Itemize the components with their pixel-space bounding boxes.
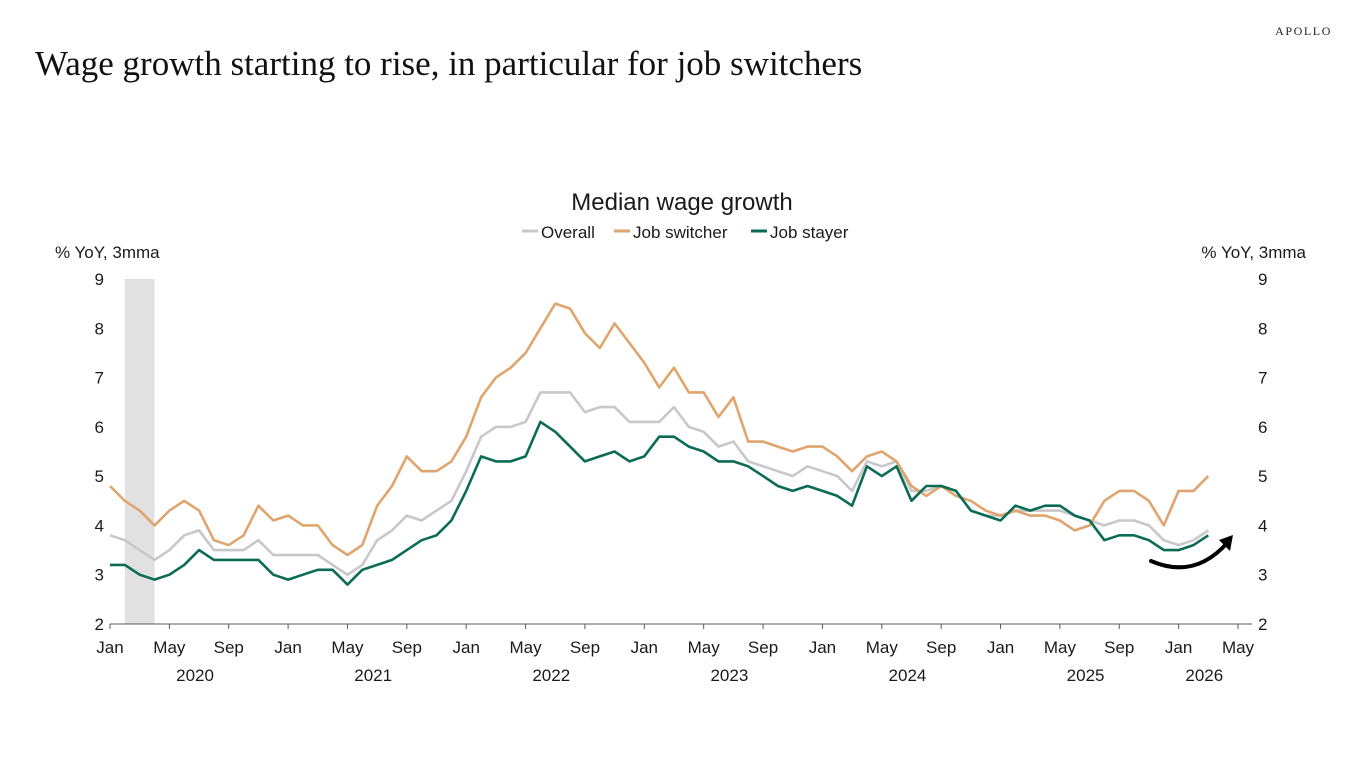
x-tick-label: Sep bbox=[748, 638, 778, 657]
x-tick-label: Jan bbox=[274, 638, 301, 657]
x-tick-label: Sep bbox=[926, 638, 956, 657]
page-title: Wage growth starting to rise, in particu… bbox=[35, 44, 863, 83]
x-tick-label: Sep bbox=[392, 638, 422, 657]
brand-logo: APOLLO bbox=[1275, 24, 1332, 38]
y-tick-label-left: 7 bbox=[95, 369, 104, 388]
x-tick-label: May bbox=[153, 638, 186, 657]
y-axis-label-left: % YoY, 3mma bbox=[55, 243, 160, 262]
x-tick-label: May bbox=[866, 638, 899, 657]
series-line-job-stayer bbox=[110, 420, 1210, 586]
x-tick-label: May bbox=[331, 638, 364, 657]
trend-arrowhead-icon bbox=[1219, 535, 1233, 551]
y-tick-label-left: 4 bbox=[95, 516, 104, 535]
x-tick-label: May bbox=[688, 638, 721, 657]
x-year-label: 2022 bbox=[532, 666, 570, 685]
x-tick-label: May bbox=[510, 638, 543, 657]
recession-shading bbox=[124, 279, 155, 624]
x-tick-label: Jan bbox=[987, 638, 1014, 657]
y-tick-label-left: 5 bbox=[95, 467, 104, 486]
trend-arrow-icon bbox=[1149, 540, 1230, 570]
y-tick-label-left: 9 bbox=[95, 270, 104, 289]
y-tick-label-right: 8 bbox=[1258, 319, 1267, 338]
x-year-label: 2020 bbox=[176, 666, 214, 685]
y-tick-label-right: 6 bbox=[1258, 418, 1267, 437]
legend-label: Job switcher bbox=[633, 223, 728, 242]
x-year-label: 2026 bbox=[1185, 666, 1223, 685]
x-year-label: 2025 bbox=[1067, 666, 1105, 685]
y-tick-label-left: 6 bbox=[95, 418, 104, 437]
x-tick-label: May bbox=[1044, 638, 1077, 657]
y-tick-label-right: 3 bbox=[1258, 566, 1267, 585]
x-year-label: 2024 bbox=[889, 666, 927, 685]
x-tick-label: May bbox=[1222, 638, 1255, 657]
chart-title: Median wage growth bbox=[571, 189, 792, 216]
y-tick-label-left: 2 bbox=[95, 615, 104, 634]
x-tick-label: Jan bbox=[1165, 638, 1192, 657]
legend-label: Job stayer bbox=[770, 223, 849, 242]
x-tick-label: Jan bbox=[96, 638, 123, 657]
y-tick-label-left: 3 bbox=[95, 566, 104, 585]
x-tick-label: Sep bbox=[214, 638, 244, 657]
y-tick-label-right: 2 bbox=[1258, 615, 1267, 634]
x-year-label: 2023 bbox=[710, 666, 748, 685]
y-tick-label-right: 9 bbox=[1258, 270, 1267, 289]
x-tick-label: Jan bbox=[809, 638, 836, 657]
x-tick-label: Jan bbox=[452, 638, 479, 657]
x-year-label: 2021 bbox=[354, 666, 392, 685]
series-line-overall bbox=[109, 391, 1210, 577]
y-tick-label-right: 4 bbox=[1258, 516, 1267, 535]
y-tick-label-right: 7 bbox=[1258, 369, 1267, 388]
chart-legend: Overall Job switcher Job stayer bbox=[522, 223, 849, 242]
y-axis-label-right: % YoY, 3mma bbox=[1201, 243, 1306, 262]
x-tick-label: Jan bbox=[631, 638, 658, 657]
series-line-job-switcher bbox=[109, 302, 1210, 557]
x-tick-label: Sep bbox=[570, 638, 600, 657]
legend-label: Overall bbox=[541, 223, 595, 242]
y-tick-label-right: 5 bbox=[1258, 467, 1267, 486]
x-tick-label: Sep bbox=[1104, 638, 1134, 657]
y-tick-label-left: 8 bbox=[95, 319, 104, 338]
